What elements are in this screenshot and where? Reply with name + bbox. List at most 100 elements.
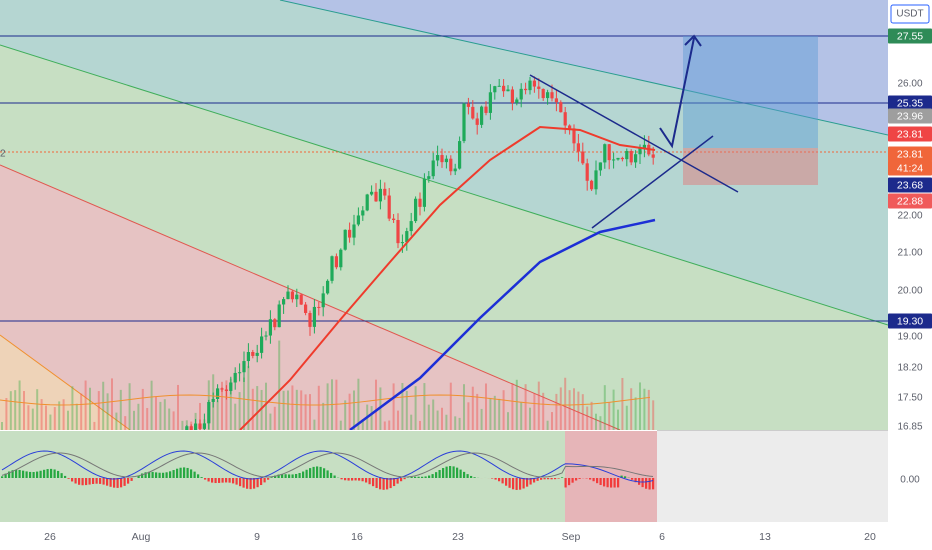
candle-body [268,319,272,336]
volume-bar [216,400,219,430]
macd-hist [519,478,522,490]
macd-hist [179,467,182,478]
macd-axis-label: 0.00 [900,475,920,486]
candle-body [365,194,369,211]
volume-bar [58,401,61,430]
volume-bar [256,386,259,430]
macd-line [1,450,654,483]
volume-bar [5,398,8,430]
candle-body [559,102,563,113]
volume-bar [322,402,325,430]
volume-bar [419,420,421,430]
volume-bar [498,398,501,430]
macd-hist [389,478,392,489]
macd-hist [592,478,595,482]
volume-bar [652,400,655,430]
volume-bar [238,392,241,430]
volume-bar [45,405,47,430]
macd-hist [277,474,280,478]
candle-body [312,306,316,327]
macd-hist [25,471,28,478]
volume-bar [111,378,113,430]
candle-body [475,118,479,125]
candle-body [497,85,501,87]
macd-hist [501,478,504,484]
candle-body [383,188,387,196]
volume-bar [14,390,17,430]
macd-hist [456,467,459,478]
axis-label: 17.50 [897,393,922,404]
macd-hist [428,475,431,478]
candle-body [352,224,356,238]
macd-hist [4,473,7,478]
macd-hist [274,475,277,478]
volume-bar [515,379,518,430]
volume-bar [493,395,496,430]
volume-bar [291,385,294,430]
volume-bar [150,380,153,430]
macd-hist [358,478,361,481]
candle-body [290,291,294,300]
macd-hist [305,469,308,478]
volume-bar [335,379,338,430]
price-tag: 22.88 [897,195,923,207]
trend-line [591,135,714,229]
macd-hist [99,478,102,484]
volume-bar [361,419,364,430]
volume-bar [375,379,377,430]
macd-hist [291,474,294,478]
candle-body [264,335,268,337]
macd-hist [543,478,546,480]
volume-bar [300,390,303,430]
macd-hist [470,475,473,478]
candle-body [629,150,633,163]
volume-bar [67,410,69,430]
volume-ma [0,394,651,406]
volume-bar [414,386,417,430]
macd-hist [508,478,511,488]
macd-hist [463,471,466,478]
candle-body [471,106,475,119]
volume-bar [617,409,619,430]
volume-bar [537,381,540,430]
candle-body [194,423,198,430]
macd-hist [15,469,18,478]
macd-hist [284,474,287,478]
volume-bar [595,413,597,430]
macd-hist [641,478,644,488]
macd-hist [197,474,200,478]
volume-bar [392,383,395,430]
candle-body [550,92,554,99]
macd-hist [95,478,98,484]
candle-body [229,382,233,391]
volume-bar [502,390,505,430]
volume-bar [229,378,232,430]
candle-body [189,426,193,430]
candle-body [568,125,572,129]
volume-bar [401,382,404,430]
volume-bar [23,391,25,430]
candle-body [422,178,426,207]
volume-bar [31,408,34,430]
macd-hist [64,475,67,478]
macd-hist [557,478,560,479]
macd-hist [526,478,529,487]
candle-body [392,218,396,220]
volume-bar [520,401,523,430]
macd-hist [575,478,578,481]
volume-bar [128,383,131,430]
candle-body [414,198,418,222]
arrow-head [684,34,702,47]
candle-body [304,304,308,313]
candle-body [537,86,541,89]
price-tag-bg [888,177,932,193]
macd-hist [421,476,424,478]
macd-hist [8,471,11,478]
candle-body [277,304,281,328]
candle-body [541,88,545,99]
candle-body [299,294,303,305]
volume-bar [599,416,602,430]
volume-bar [155,396,157,430]
volume-bar [1,421,3,430]
volume-bar [163,399,166,430]
